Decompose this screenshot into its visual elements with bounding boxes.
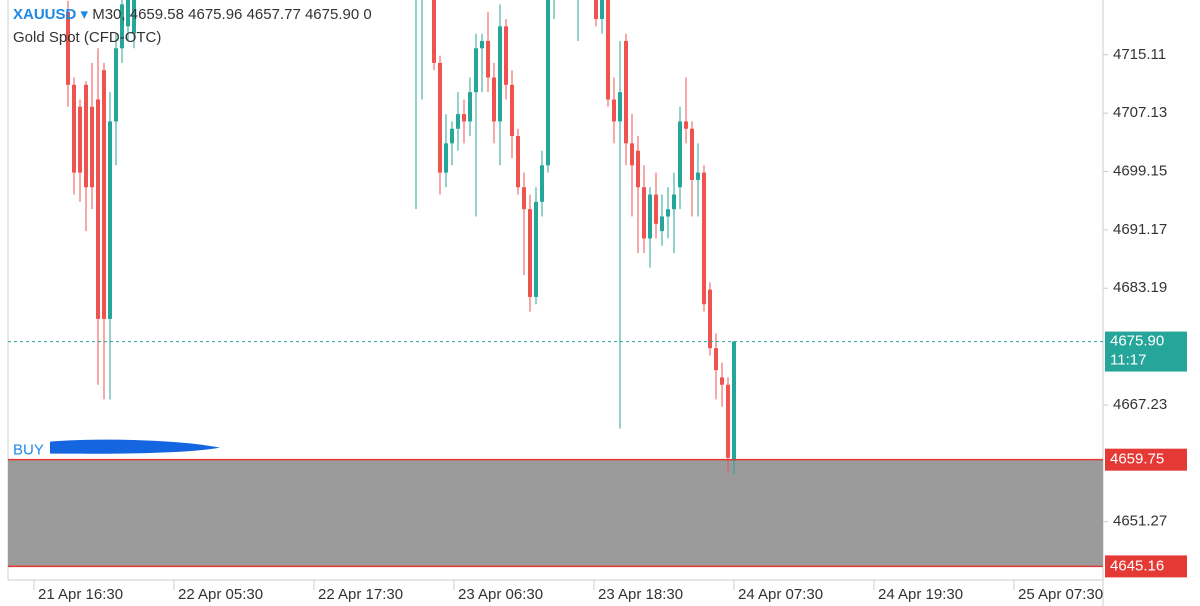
candle-body <box>654 194 658 224</box>
candle-body <box>666 209 670 217</box>
countdown: 11:17 <box>1110 352 1146 369</box>
candle-body <box>672 194 676 210</box>
candle-body <box>726 384 730 458</box>
candle-body <box>642 187 646 239</box>
candle-body <box>492 77 496 122</box>
candle-body <box>114 48 118 122</box>
x-tick-label: 22 Apr 17:30 <box>318 586 403 603</box>
y-tick-label: 4715.11 <box>1113 46 1166 63</box>
x-tick-label: 21 Apr 16:30 <box>38 586 123 603</box>
candle-body <box>90 106 94 188</box>
candle-body <box>504 26 508 85</box>
header-open: 4659.58 <box>130 6 184 23</box>
candle-body <box>714 348 718 371</box>
redaction <box>50 439 220 454</box>
candle-body <box>606 0 610 100</box>
candle-body <box>636 150 640 188</box>
current-price-box <box>1105 331 1187 372</box>
candle-body <box>594 0 598 20</box>
y-tick-label: 4651.27 <box>1113 513 1167 530</box>
candle-body <box>522 187 526 210</box>
header-volume: 0 <box>363 6 371 23</box>
overlay: 4651.27 4667.23 4683.19 4691.17 4699.15 4707.… <box>8 6 1187 603</box>
y-tick-label: 4699.15 <box>1113 162 1167 179</box>
candle-body <box>510 84 514 137</box>
candle-body <box>102 70 106 319</box>
candle-body <box>96 99 100 319</box>
order-label: BUY <box>13 442 44 459</box>
candle-body <box>678 121 682 188</box>
candle-body <box>546 0 550 166</box>
x-tick-label: 24 Apr 19:30 <box>878 586 963 603</box>
plot-area <box>8 0 1103 567</box>
candle-body <box>648 194 652 239</box>
x-tick-label: 25 Apr 07:30 <box>1018 586 1103 603</box>
candle-body <box>720 377 724 385</box>
candle-body <box>468 92 472 122</box>
candle-body <box>438 62 442 173</box>
stop-zone <box>8 459 1103 567</box>
header-high: 4675.96 <box>188 6 242 23</box>
candle-body <box>78 106 82 173</box>
price-label: 4645.16 <box>1110 557 1164 574</box>
candle-body <box>456 114 460 129</box>
candle-body <box>516 136 520 188</box>
candle-body <box>498 26 502 122</box>
y-tick-label: 4707.13 <box>1113 104 1167 121</box>
candle-body <box>612 99 616 122</box>
candle-body <box>660 216 664 232</box>
candle-body <box>126 0 130 27</box>
header-close: 4675.90 <box>305 6 359 23</box>
subtitle: Gold Spot (CFD-OTC) <box>13 29 161 46</box>
header: XAUUSD ▾ M30, 4659.58 4675.96 4657.77 46… <box>13 6 372 23</box>
candle-body <box>696 172 700 180</box>
y-tick-label: 4667.23 <box>1113 396 1167 413</box>
candle-body <box>684 121 688 129</box>
candle-body <box>690 128 694 180</box>
candle-body <box>66 11 70 85</box>
candle-body <box>630 143 634 166</box>
candle-body <box>534 201 538 297</box>
candle-body <box>600 0 604 20</box>
candle-body <box>432 0 436 63</box>
y-tick-label: 4691.17 <box>1113 221 1167 238</box>
candle-body <box>540 165 544 202</box>
price-label: 4659.75 <box>1110 451 1164 468</box>
candle-body <box>528 209 532 297</box>
current-price-label: 4675.90 <box>1110 333 1164 350</box>
candle-body <box>444 143 448 173</box>
price-label-box <box>1105 555 1187 578</box>
candle-body <box>462 114 466 122</box>
symbol: XAUUSD <box>13 6 77 23</box>
candle-body <box>132 0 136 34</box>
candle-body <box>618 92 622 122</box>
candle-body <box>450 128 454 144</box>
x-tick-label: 23 Apr 06:30 <box>458 586 543 603</box>
dropdown-arrow: ▾ <box>76 6 92 23</box>
candle-body <box>624 40 628 144</box>
candle-body <box>702 172 706 305</box>
x-tick-label: 22 Apr 05:30 <box>178 586 263 603</box>
x-tick-label: 23 Apr 18:30 <box>598 586 683 603</box>
candle-body <box>486 40 490 78</box>
candle-body <box>72 84 76 173</box>
header-low: 4657.77 <box>247 6 301 23</box>
x-tick-label: 24 Apr 07:30 <box>738 586 823 603</box>
timeframe: M30, <box>92 6 125 23</box>
candle-body <box>474 48 478 93</box>
candle-body <box>708 289 712 349</box>
candle-body <box>120 4 124 49</box>
y-tick-label: 4683.19 <box>1113 279 1167 296</box>
price-label-box <box>1105 448 1187 471</box>
candle-body <box>84 84 88 188</box>
candle-body <box>732 341 736 461</box>
candle-body <box>480 40 484 49</box>
candle-body <box>108 121 112 319</box>
